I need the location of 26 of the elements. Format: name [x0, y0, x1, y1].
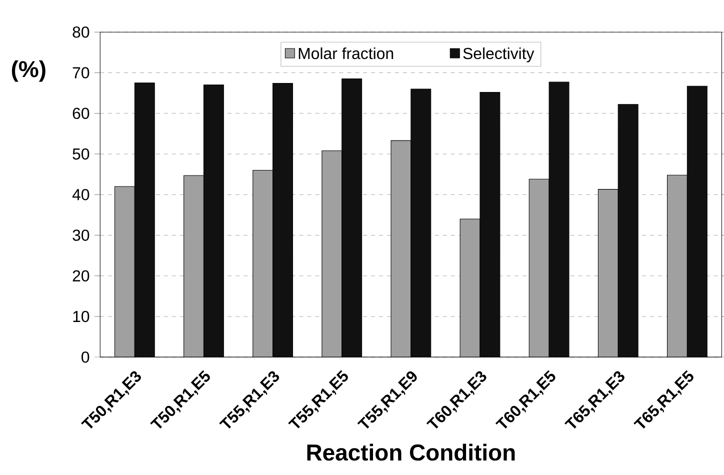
y-tick-label: 20	[72, 270, 90, 282]
y-tick-label: 60	[72, 108, 90, 119]
bar	[342, 78, 362, 358]
y-tick-label: 70	[72, 67, 90, 78]
bar	[272, 83, 293, 358]
bar	[480, 92, 500, 358]
y-tick-label: 10	[73, 310, 90, 322]
bar	[686, 86, 708, 358]
y-tick-label: 40	[72, 188, 90, 200]
x-axis-title: Reaction Condition	[307, 444, 515, 461]
bar	[184, 176, 204, 358]
bar	[529, 179, 550, 358]
bar	[549, 82, 569, 358]
bar	[618, 104, 638, 358]
bar	[667, 174, 688, 358]
bar	[322, 150, 342, 358]
bar	[410, 89, 431, 358]
y-tick-label: 80	[72, 26, 90, 38]
y-axis-title: (%)	[12, 60, 46, 82]
legend-label: Molar fraction	[298, 47, 394, 60]
bar	[134, 82, 155, 358]
legend-label: Selectivity	[463, 47, 534, 62]
y-tick-label: 0	[82, 351, 90, 363]
y-tick-label: 50	[72, 148, 90, 160]
y-tick-label: 30	[72, 230, 90, 241]
bar	[204, 84, 224, 358]
